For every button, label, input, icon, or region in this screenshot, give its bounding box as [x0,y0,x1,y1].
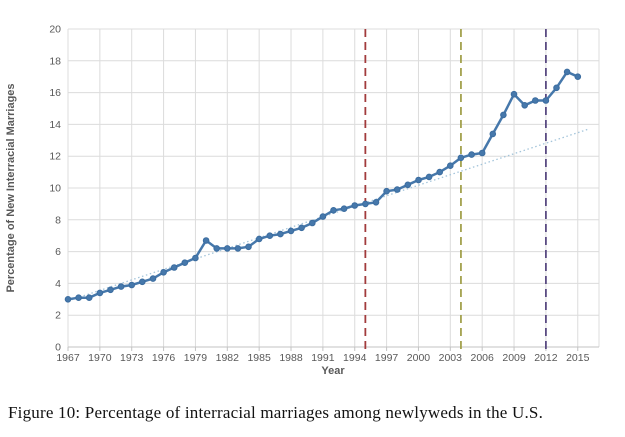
data-point [298,224,305,232]
x-tick-label: 2006 [471,352,495,364]
y-tick-label: 20 [49,24,61,36]
x-tick-label: 1985 [247,352,271,364]
data-point [436,168,444,176]
data-point [521,102,529,109]
data-point [574,73,582,80]
x-tick-label: 1970 [88,352,112,364]
x-tick-label: 2012 [534,352,558,364]
data-point [128,281,135,289]
data-point [85,294,93,302]
y-tick-label: 16 [49,87,61,99]
x-tick-label: 1973 [120,352,144,364]
data-point [192,254,199,262]
data-point [553,84,560,92]
figure-caption: Figure 10: Percentage of interracial mar… [8,403,544,422]
data-point [64,296,72,303]
data-point [117,283,125,290]
data-point [149,275,157,282]
chart-canvas: 0 2 4 6 8 10 12 14 16 18 20 1967 1970 1973 1976 1979 198… [5,24,600,377]
data-point [404,181,412,189]
data-point [500,111,507,119]
data-point [563,68,571,76]
data-point [170,264,178,271]
x-tick-label: 2003 [439,352,463,364]
x-tick-label: 1997 [375,352,399,364]
data-point [75,294,82,302]
data-point [447,162,454,169]
x-tick-label: 1967 [56,352,80,364]
data-point [213,245,220,252]
data-point [96,289,104,297]
data-point [309,219,316,227]
data-point [372,199,380,206]
data-point [468,151,475,158]
x-tick-label: 1976 [152,352,176,364]
x-axis-title: Year [321,365,345,377]
data-point [330,207,337,214]
data-point [245,243,252,251]
data-point [393,186,401,193]
x-tick-label: 2000 [407,352,431,364]
y-tick-label: 4 [55,278,61,290]
y-tick-label: 10 [49,183,61,195]
data-point [542,97,550,104]
x-tick-label: 2009 [502,352,526,364]
data-point [107,286,114,294]
data-point [287,227,295,235]
data-point [532,97,539,104]
data-point [362,200,369,208]
data-point [202,237,210,244]
y-tick-label: 12 [49,151,61,163]
data-point [234,245,242,252]
y-tick-label: 2 [55,310,61,322]
data-point [160,269,167,276]
x-tick-label: 2015 [566,352,590,364]
trendline [67,128,589,302]
data-point [266,232,274,239]
x-tick-label: 1988 [279,352,303,364]
data-point [255,235,263,243]
x-tick-label: 1991 [311,352,335,364]
x-tick-label: 1979 [184,352,208,364]
data-point [415,176,422,184]
data-point [319,213,327,220]
data-point [277,230,284,238]
data-point [510,90,518,98]
data-point [351,202,359,209]
data-point [489,130,497,138]
data-point [340,205,348,212]
data-point [457,154,465,162]
y-tick-label: 0 [55,342,61,354]
x-tick-label: 1982 [216,352,240,364]
x-tick-label: 1994 [343,352,367,364]
data-point [181,259,189,267]
y-axis-title: Percentage of New Interracial Marriages [5,83,17,292]
data-point [383,187,390,195]
data-point [478,149,486,157]
data-point [139,278,146,286]
data-point [224,245,231,252]
y-tick-label: 18 [49,55,61,67]
y-tick-label: 8 [55,214,61,226]
y-tick-label: 6 [55,246,61,258]
data-point [425,173,433,181]
y-tick-label: 14 [49,119,61,131]
